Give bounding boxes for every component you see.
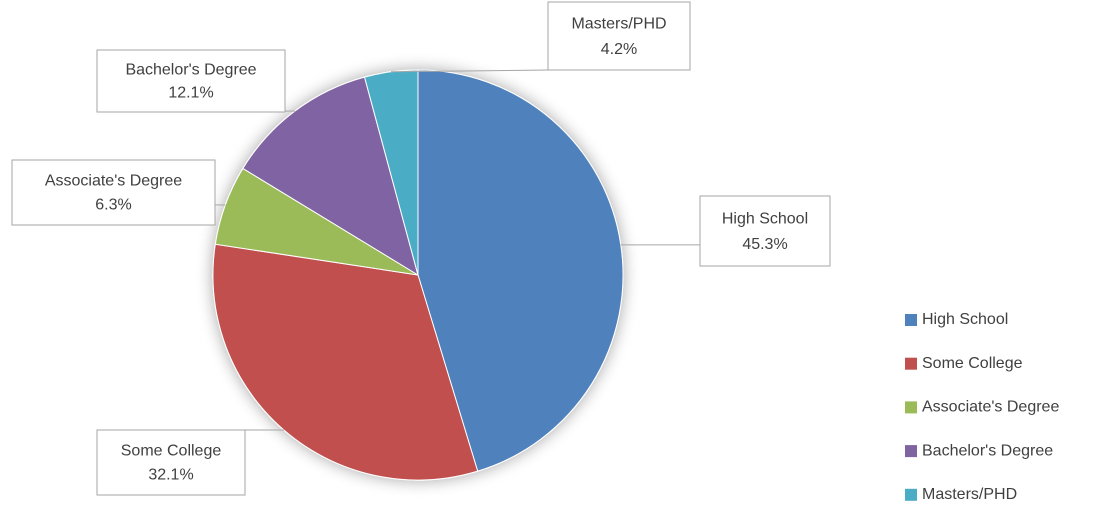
label-box [96,429,246,496]
legend-swatch [905,445,917,458]
label-box [11,159,216,226]
data-label-value: 6.3% [95,197,131,214]
legend-label: Some College [922,355,1023,372]
data-label-name: High School [722,210,808,227]
data-label-name: Some College [121,443,222,460]
legend-label: High School [922,311,1008,328]
legend-label: Masters/PHD [922,486,1017,503]
pie [212,69,624,481]
legend-swatch [905,401,917,414]
data-label-name: Masters/PHD [571,16,666,33]
label-box [699,195,831,267]
legend-swatch [905,314,917,326]
data-label-value: 32.1% [148,467,193,484]
legend-label: Associate's Degree [922,399,1059,416]
data-label-value: 45.3% [742,236,787,253]
pie-slice [417,69,624,472]
data-label-value: 4.2% [601,41,637,58]
leader-line [391,69,549,73]
data-label-name: Bachelor's Degree [125,62,256,79]
legend-label: Bachelor's Degree [922,442,1053,459]
data-label-value: 12.1% [168,85,213,102]
pie-slice [212,243,479,481]
label-box [96,49,286,113]
legend-swatch [905,357,917,370]
data-label-name: Associate's Degree [45,173,182,190]
legend-swatch [905,488,917,501]
label-box [547,1,691,71]
